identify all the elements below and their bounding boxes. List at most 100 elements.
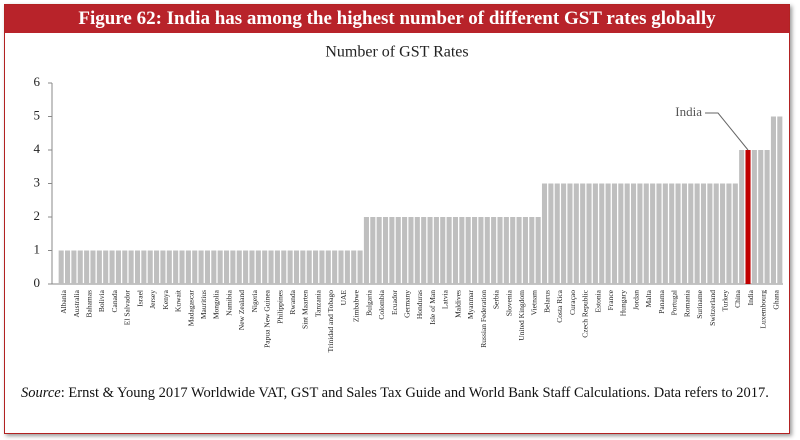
x-tick-label: Papua New Guinea [263, 289, 272, 348]
bar [637, 183, 643, 284]
bar [433, 217, 439, 284]
bar [421, 217, 427, 284]
bar [681, 183, 687, 284]
bar [109, 250, 115, 284]
bar [516, 217, 522, 284]
annotation: India [675, 104, 702, 119]
bar [707, 183, 713, 284]
source-note: Source: Ernst & Young 2017 Worldwide VAT… [21, 383, 781, 403]
bar [96, 250, 102, 284]
bar [675, 183, 681, 284]
source-label: Source [21, 385, 61, 401]
bar [262, 250, 268, 284]
bar [344, 250, 350, 284]
bar [338, 250, 344, 284]
bar [567, 183, 573, 284]
bar [650, 183, 656, 284]
x-tick-label: Nigeria [250, 289, 259, 312]
bar [472, 217, 478, 284]
bar [255, 250, 261, 284]
x-tick-label: Germany [402, 290, 411, 318]
bar [408, 217, 414, 284]
x-tick-label: Slovenia [504, 289, 513, 316]
x-tick-label: Honduras [415, 290, 424, 319]
x-tick-label: Jersey [148, 290, 157, 309]
bar [452, 217, 459, 284]
bar [548, 183, 554, 284]
bar [510, 217, 516, 284]
x-tick-label: Ecuador [390, 290, 399, 315]
bar [154, 250, 160, 284]
bar [357, 250, 363, 284]
x-tick-label: Myanmar [466, 290, 475, 320]
x-tick-label: Canada [110, 289, 119, 312]
x-tick-label: Turkey [720, 290, 729, 312]
bar [370, 217, 376, 284]
bar [77, 250, 83, 284]
x-tick-label: Luxembourg [759, 290, 768, 329]
x-tick-label: UAE [339, 290, 348, 306]
bar [688, 183, 694, 284]
x-tick-label: Tanzania [313, 289, 322, 317]
y-tick-label: 2 [34, 208, 41, 223]
x-tick-label: Russian Federation [479, 290, 488, 348]
bar [236, 250, 242, 284]
chart-title: Figure 62: India has among the highest n… [5, 5, 789, 33]
x-tick-label: Madagascar [186, 290, 195, 327]
bar [211, 250, 217, 284]
x-tick-label: Latvia [441, 289, 450, 309]
bar [522, 217, 528, 284]
annotation-leader [705, 112, 749, 151]
bar [395, 217, 401, 284]
x-tick-label: Serbia [492, 289, 501, 309]
bar [58, 250, 64, 284]
x-tick-label: Colombia [377, 289, 386, 319]
x-tick-label: India [746, 289, 755, 305]
x-tick-label: El Salvador [123, 290, 132, 326]
bar [713, 183, 719, 284]
bar [281, 250, 287, 284]
bar [287, 250, 293, 284]
bar [293, 250, 300, 284]
bar [160, 250, 166, 284]
bar [459, 217, 465, 284]
bar [535, 217, 541, 284]
x-tick-label: Romania [682, 289, 691, 317]
bar [745, 150, 751, 284]
x-tick-label: Ghana [771, 289, 780, 309]
x-tick-label: France [606, 289, 615, 310]
bar [529, 217, 535, 284]
bar [465, 217, 471, 284]
x-tick-label: Israel [135, 290, 144, 307]
bar [376, 217, 382, 284]
y-tick-label: 6 [34, 74, 41, 89]
x-tick-label: Mauritius [199, 290, 208, 319]
x-tick-label: Sint Maarten [301, 290, 310, 329]
bar [64, 250, 71, 284]
x-tick-label: Costa Rica [555, 289, 564, 322]
x-tick-label: Curaçao [568, 290, 577, 315]
bar [656, 183, 662, 284]
bar [605, 183, 611, 284]
bar [217, 250, 223, 284]
bar [427, 217, 433, 284]
x-tick-label: Bolivia [97, 289, 106, 312]
bar [662, 183, 668, 284]
bar [179, 250, 185, 284]
bar [71, 250, 77, 284]
bar [268, 250, 274, 284]
bar [223, 250, 230, 284]
x-tick-label: Portugal [670, 290, 679, 315]
bar [363, 217, 369, 284]
bar [185, 250, 191, 284]
bar [134, 250, 141, 284]
bar [732, 183, 738, 284]
bar [319, 250, 325, 284]
x-tick-label: Vietnam [530, 290, 539, 316]
bar [103, 250, 109, 284]
x-tick-label: Philippines [275, 290, 284, 324]
bar [739, 150, 745, 284]
bar [554, 183, 560, 284]
x-tick-label: Namibia [224, 289, 233, 315]
x-tick-label: Mongolia [212, 289, 221, 319]
